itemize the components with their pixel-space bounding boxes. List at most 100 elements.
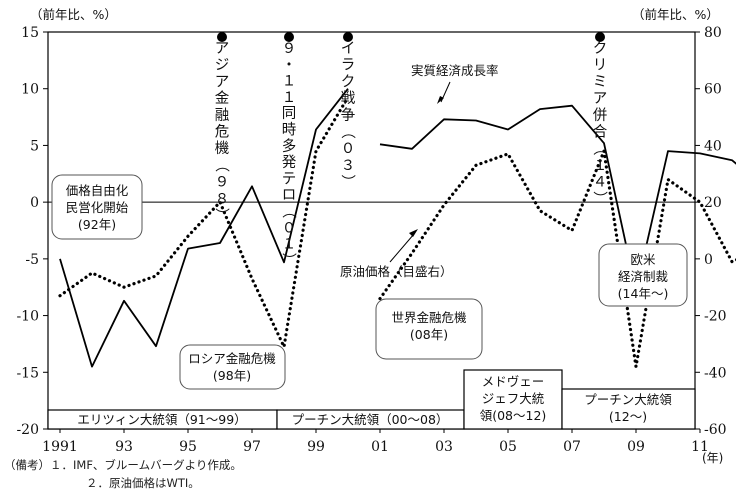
right-tick-label: -20 (704, 309, 727, 325)
axes: 15 10 5 0 -5 -10 -15 -20 80 60 40 20 0 -20 -40 -60 1991 9… (16, 7, 727, 465)
event-char: ３ (341, 158, 356, 174)
era-bands: エリツィン大統領（91〜99） プーチン大統領（00〜08） メドヴェージェフ大統領… (47, 369, 696, 430)
event-char: 同 (282, 106, 297, 122)
x-tick-label: 11 (691, 439, 709, 455)
event-char: 時 (282, 122, 297, 139)
box-sanctions-line: 経済制裁 (618, 269, 668, 284)
box-russian-crisis (179, 344, 286, 390)
right-tick-label: 60 (704, 82, 722, 98)
event-char: １ (593, 158, 608, 174)
x-tick-label: 93 (115, 439, 133, 455)
event-char: ク (341, 73, 356, 90)
era-medvedev-line: メドヴェー (482, 374, 545, 389)
series-gdp-line (59, 88, 349, 368)
event-char: （ (213, 158, 230, 173)
box-global-crisis (375, 298, 483, 360)
series-oil-line (378, 149, 736, 369)
box-liberalization-line: 価格自由化 (66, 183, 129, 198)
left-tick-label: 10 (21, 82, 39, 98)
event-char: ８ (215, 191, 230, 207)
event-char: ラ (341, 58, 356, 74)
event-char: ） (280, 253, 297, 268)
y-left-title: （前年比、%） (30, 7, 117, 22)
event-char: １ (282, 90, 297, 106)
box-sanctions-line: 欧米 (630, 252, 656, 267)
box-global-crisis-line: (08年) (410, 327, 448, 342)
event-char: （ (280, 204, 297, 219)
label-gdp: 実質経済成長率 (411, 63, 499, 78)
event-char: 金 (215, 90, 230, 107)
box-global-crisis-line: 世界金融危機 (391, 310, 467, 325)
event-char: 多 (282, 138, 297, 155)
right-tick-label: -60 (704, 422, 727, 438)
event-char: ） (339, 174, 356, 189)
left-tick-label: 0 (30, 195, 39, 211)
event-char: ク (593, 40, 608, 57)
era-putin-2 (561, 388, 696, 430)
x-tick-label: 97 (243, 439, 261, 455)
label-oil: 原油価格（目盛右） (340, 264, 453, 279)
event-char: リ (593, 58, 608, 74)
event-char: ） (213, 208, 230, 223)
x-tick-label: 05 (499, 439, 517, 455)
event-char: 戦 (341, 90, 356, 107)
event-char: ジ (215, 58, 230, 74)
event-char: ９ (282, 41, 297, 57)
box-liberalization-line: 民営化開始 (66, 200, 129, 215)
left-tick-label: -20 (16, 422, 39, 438)
event-char: ０ (341, 141, 356, 157)
event-char: 発 (282, 154, 297, 171)
event-char: ） (591, 191, 608, 206)
era-putin-2-line: プーチン大統領 (584, 392, 672, 407)
right-tick-label: 0 (704, 252, 713, 268)
event-char: ９ (215, 175, 230, 191)
note-2: ２．原油価格はWTI。 (86, 476, 200, 490)
event-char: （ (591, 141, 608, 156)
event-char: 合 (593, 124, 608, 141)
event-char: ア (593, 91, 608, 107)
era-medvedev (463, 369, 563, 430)
event-char: 機 (215, 140, 230, 157)
right-tick-label: 20 (704, 195, 722, 211)
series-oil-line (58, 95, 350, 349)
event-char: １ (282, 74, 297, 90)
x-tick-label: 07 (563, 439, 581, 455)
era-putin-2-line: (12〜) (609, 409, 647, 424)
event-bullet (343, 32, 353, 42)
left-tick-label: -15 (16, 365, 39, 381)
box-liberalization (51, 174, 143, 240)
left-tick-label: 5 (30, 138, 39, 154)
box-russian-crisis-line: ロシア金融危機 (188, 351, 276, 366)
y-right-title: （前年比、%） (632, 7, 719, 22)
box-russian-crisis-line: (98年) (213, 368, 251, 383)
left-tick-label: -10 (16, 309, 39, 325)
left-tick-label: 15 (21, 25, 39, 41)
x-unit: (年) (702, 451, 723, 465)
box-sanctions-line: (14年〜) (618, 286, 669, 301)
event-char: 融 (215, 107, 230, 124)
x-tick-label: 1991 (42, 439, 78, 455)
left-tick-label: -5 (25, 252, 39, 268)
event-char: 危 (215, 124, 230, 141)
event-char: ０ (282, 220, 297, 236)
x-tick-label: 01 (371, 439, 389, 455)
event-annotations: アジア金融危機（９８）９・１１同時多発テロ（０１）イラク戦争（０３）クリミア併合… (213, 32, 608, 267)
note-1: （備考）１．IMF、ブルームバーグより作成。 (4, 458, 242, 472)
label-oil-arrow (389, 233, 415, 263)
event-char: ア (215, 74, 230, 90)
event-char: イ (341, 41, 356, 57)
event-char: ・ (282, 57, 297, 73)
box-sanctions (598, 243, 688, 307)
event-char: ロ (282, 188, 297, 204)
x-tick-label: 99 (307, 439, 325, 455)
right-tick-label: -40 (704, 365, 727, 381)
event-char: 併 (593, 107, 608, 124)
event-char: テ (282, 171, 297, 187)
event-char: 争 (341, 106, 356, 124)
event-bullet (595, 32, 605, 42)
